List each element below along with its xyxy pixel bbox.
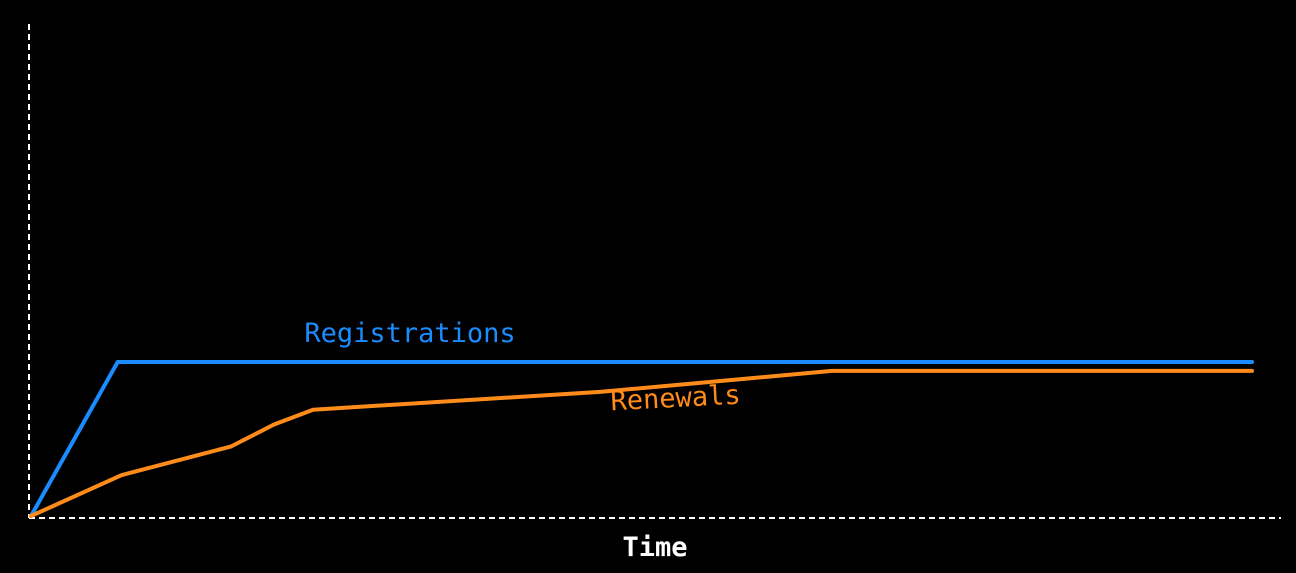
series-label-registrations: Registrations <box>304 318 515 349</box>
x-axis-title: Time <box>622 532 687 563</box>
series-line-registrations <box>29 360 1254 518</box>
series-layer <box>29 360 1254 518</box>
series-label-renewals: Renewals <box>610 380 741 418</box>
series-line-renewals <box>29 368 1254 518</box>
